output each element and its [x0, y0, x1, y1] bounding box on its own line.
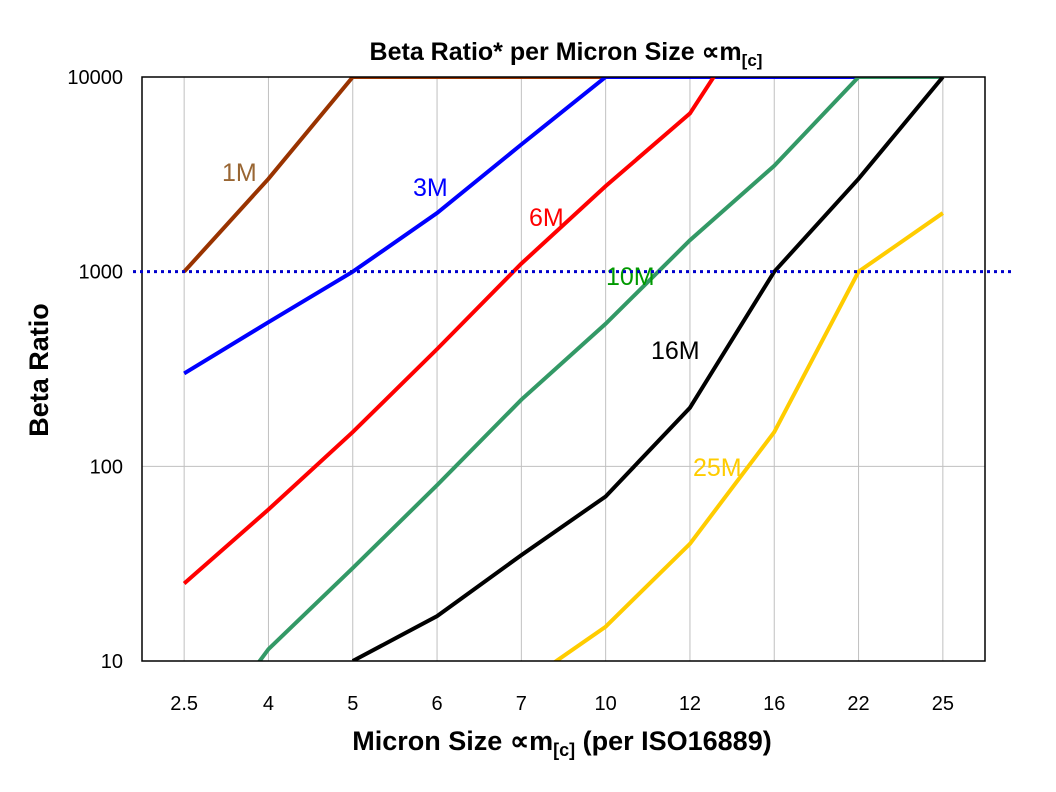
series-line-1M [182, 77, 606, 274]
x-tick-label: 6 [431, 693, 442, 715]
plot-area-border [141, 76, 986, 662]
series-labels: 1M 3M 6M 10M 16M 25M [222, 159, 742, 482]
series-line-6M [182, 77, 717, 586]
series-label-25M: 25M [693, 454, 742, 482]
series-line-3M [183, 77, 943, 376]
y-tick-label: 10000 [67, 67, 123, 89]
tick-labels: 2.5 4 5 6 7 10 12 16 22 25 10 100 1000 10000 [67, 67, 954, 715]
x-tick-label: 5 [347, 693, 358, 715]
series-label-10M: 10M [606, 263, 655, 291]
y-axis-title: Beta Ratio [24, 303, 54, 437]
x-tick-label: 2.5 [170, 693, 198, 715]
gridlines [142, 76, 985, 662]
series-label-6M: 6M [529, 204, 564, 232]
x-tick-label: 4 [263, 693, 274, 715]
series-line-16M [351, 77, 945, 661]
series-label-16M: 16M [651, 337, 700, 365]
x-tick-label: 25 [932, 693, 954, 715]
x-tick-label: 12 [679, 693, 701, 715]
y-tick-label: 100 [90, 456, 123, 478]
series-line-10M [257, 77, 943, 661]
x-axis-title: Micron Size ∝m[c] (per ISO16889) [352, 726, 771, 760]
series-label-1M: 1M [222, 159, 257, 187]
series-lines [182, 77, 945, 661]
x-tick-label: 10 [595, 693, 617, 715]
y-tick-label: 1000 [79, 262, 124, 284]
series-label-3M: 3M [413, 174, 448, 202]
series-line-25M [552, 211, 944, 661]
chart-title: Beta Ratio* per Micron Size ∝m[c] [370, 38, 763, 70]
y-tick-label: 10 [101, 651, 123, 673]
x-tick-label: 16 [763, 693, 785, 715]
x-tick-label: 22 [847, 693, 869, 715]
x-tick-label: 7 [516, 693, 527, 715]
